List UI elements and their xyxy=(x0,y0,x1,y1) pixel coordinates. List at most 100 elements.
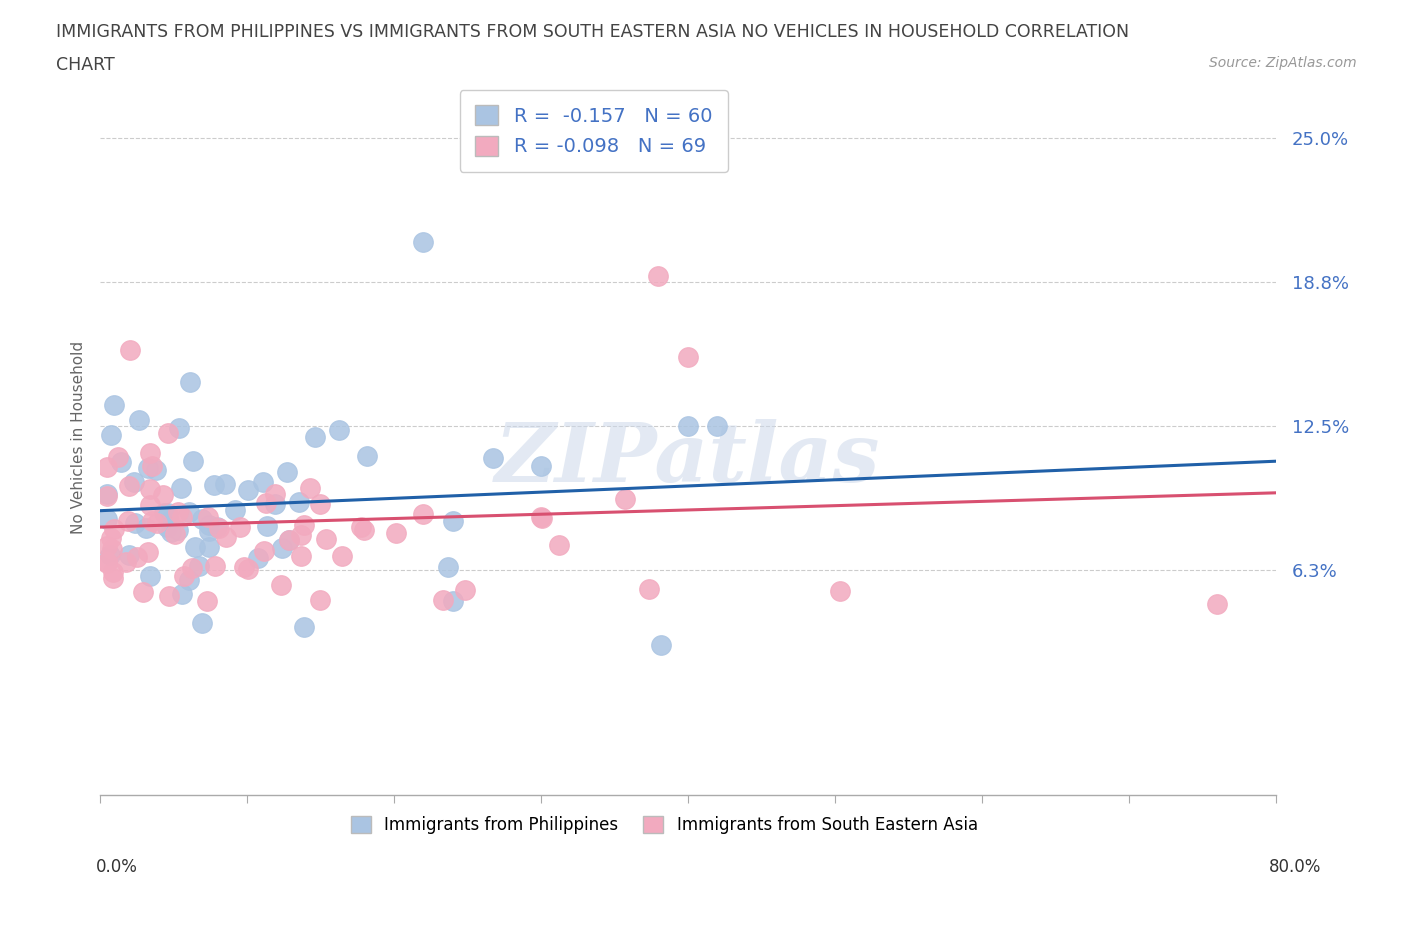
Point xyxy=(127,550,149,565)
Point xyxy=(224,503,246,518)
Point xyxy=(156,519,179,534)
Point xyxy=(153,506,176,521)
Point xyxy=(548,538,571,552)
Point xyxy=(132,585,155,600)
Point xyxy=(101,541,124,556)
Point xyxy=(298,481,321,496)
Point xyxy=(238,561,260,576)
Point xyxy=(828,584,851,599)
Point xyxy=(214,476,236,491)
Point xyxy=(441,513,464,528)
Point xyxy=(676,418,699,433)
Point xyxy=(146,515,169,530)
Point xyxy=(276,465,298,480)
Point xyxy=(115,554,138,569)
Text: Source: ZipAtlas.com: Source: ZipAtlas.com xyxy=(1209,56,1357,70)
Point xyxy=(96,555,118,570)
Point xyxy=(170,481,193,496)
Point xyxy=(432,592,454,607)
Point xyxy=(101,565,124,579)
Text: ZIPatlas: ZIPatlas xyxy=(495,419,880,499)
Point xyxy=(205,520,228,535)
Point xyxy=(167,421,190,436)
Point xyxy=(198,539,221,554)
Point xyxy=(117,513,139,528)
Y-axis label: No Vehicles in Household: No Vehicles in Household xyxy=(72,341,86,534)
Text: CHART: CHART xyxy=(56,56,115,73)
Point xyxy=(195,594,218,609)
Point xyxy=(124,516,146,531)
Point xyxy=(638,582,661,597)
Point xyxy=(103,397,125,412)
Point xyxy=(676,350,699,365)
Point xyxy=(236,483,259,498)
Point xyxy=(308,592,330,607)
Point xyxy=(232,560,254,575)
Point xyxy=(177,505,200,520)
Point xyxy=(531,511,554,525)
Point xyxy=(96,555,118,570)
Point xyxy=(173,568,195,583)
Point xyxy=(204,559,226,574)
Point xyxy=(198,518,221,533)
Point xyxy=(437,559,460,574)
Point xyxy=(647,269,669,284)
Text: 80.0%: 80.0% xyxy=(1270,858,1322,876)
Point xyxy=(179,374,201,389)
Point xyxy=(139,445,162,460)
Point xyxy=(270,540,292,555)
Point xyxy=(304,430,326,445)
Point xyxy=(141,458,163,473)
Text: IMMIGRANTS FROM PHILIPPINES VS IMMIGRANTS FROM SOUTH EASTERN ASIA NO VEHICLES IN: IMMIGRANTS FROM PHILIPPINES VS IMMIGRANT… xyxy=(56,23,1129,41)
Point xyxy=(167,504,190,519)
Point xyxy=(530,458,553,473)
Point xyxy=(145,462,167,477)
Point xyxy=(294,518,316,533)
Point xyxy=(180,560,202,575)
Point xyxy=(98,547,121,562)
Point xyxy=(330,549,353,564)
Point xyxy=(264,497,287,512)
Point xyxy=(191,616,214,631)
Point xyxy=(172,510,194,525)
Point xyxy=(118,478,141,493)
Point xyxy=(103,522,125,537)
Point xyxy=(118,548,141,563)
Point xyxy=(107,449,129,464)
Point xyxy=(202,478,225,493)
Point xyxy=(156,426,179,441)
Point xyxy=(96,459,118,474)
Point xyxy=(290,528,312,543)
Point xyxy=(191,512,214,526)
Point xyxy=(184,539,207,554)
Point xyxy=(256,518,278,533)
Point xyxy=(177,572,200,587)
Point xyxy=(270,578,292,592)
Point xyxy=(122,474,145,489)
Point xyxy=(128,412,150,427)
Point xyxy=(170,587,193,602)
Point xyxy=(501,153,523,168)
Point xyxy=(136,461,159,476)
Point xyxy=(264,487,287,502)
Point xyxy=(246,551,269,565)
Point xyxy=(157,588,180,603)
Point xyxy=(254,496,277,511)
Point xyxy=(292,619,315,634)
Point xyxy=(157,505,180,520)
Point xyxy=(287,495,309,510)
Point xyxy=(706,418,728,433)
Point xyxy=(96,512,118,526)
Point xyxy=(482,450,505,465)
Point xyxy=(136,545,159,560)
Point xyxy=(328,422,350,437)
Point xyxy=(614,492,637,507)
Point xyxy=(139,569,162,584)
Point xyxy=(181,453,204,468)
Point xyxy=(157,513,180,528)
Point xyxy=(278,533,301,548)
Point xyxy=(141,513,163,528)
Point xyxy=(356,448,378,463)
Point xyxy=(165,526,187,541)
Point xyxy=(96,488,118,503)
